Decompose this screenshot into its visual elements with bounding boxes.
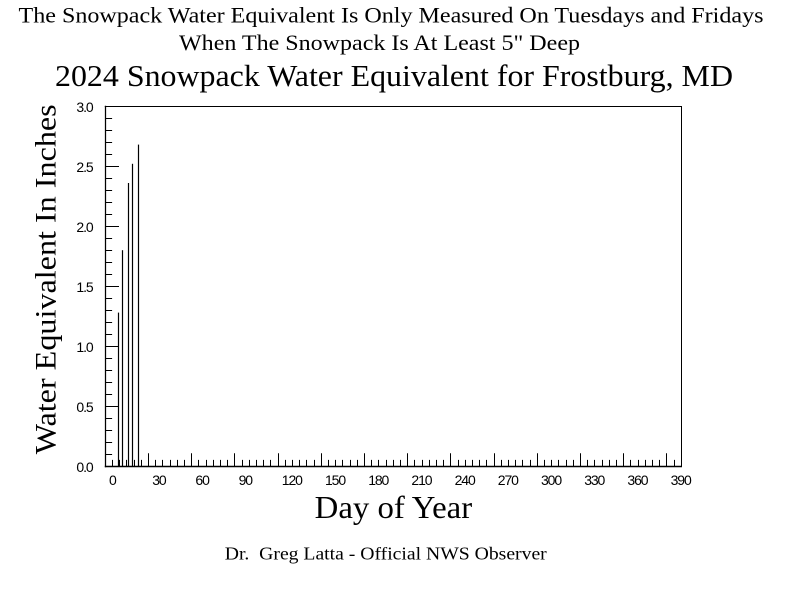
svg-text:2.0: 2.0 (76, 219, 93, 235)
svg-text:3.0: 3.0 (76, 99, 93, 115)
svg-text:90: 90 (239, 472, 254, 488)
svg-text:0.5: 0.5 (76, 399, 93, 415)
svg-text:When The Snowpack Is At Least: When The Snowpack Is At Least 5" Deep (179, 30, 580, 55)
svg-text:210: 210 (411, 472, 432, 488)
svg-text:Water Equivalent In Inches: Water Equivalent In Inches (30, 104, 63, 454)
svg-text:330: 330 (584, 472, 605, 488)
svg-text:30: 30 (152, 472, 167, 488)
svg-text:The Snowpack Water Equivalent: The Snowpack Water Equivalent Is Only Me… (19, 2, 764, 27)
svg-text:240: 240 (455, 472, 476, 488)
svg-text:Day of Year: Day of Year (315, 489, 473, 525)
svg-text:270: 270 (498, 472, 519, 488)
svg-text:1.5: 1.5 (76, 279, 93, 295)
svg-text:360: 360 (627, 472, 648, 488)
svg-text:60: 60 (195, 472, 210, 488)
svg-text:390: 390 (671, 472, 692, 488)
svg-text:120: 120 (282, 472, 303, 488)
svg-text:1.0: 1.0 (76, 339, 93, 355)
svg-text:0: 0 (109, 472, 117, 488)
svg-text:180: 180 (368, 472, 389, 488)
svg-text:2024 Snowpack Water Equivalent: 2024 Snowpack Water Equivalent for Frost… (55, 58, 733, 93)
svg-text:150: 150 (325, 472, 346, 488)
svg-text:Dr. Greg Latta - Official NWS: Dr. Greg Latta - Official NWS Observer (225, 543, 547, 563)
svg-text:2.5: 2.5 (76, 159, 93, 175)
svg-text:300: 300 (541, 472, 562, 488)
svg-text:0.0: 0.0 (76, 459, 93, 475)
